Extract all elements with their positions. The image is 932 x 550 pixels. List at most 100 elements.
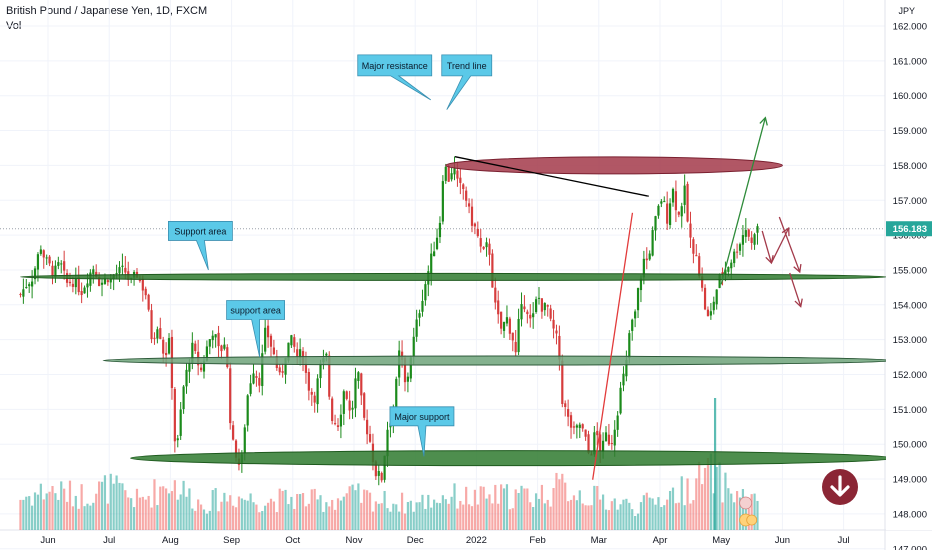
- candle: [430, 253, 433, 274]
- callout-bubble: [226, 300, 285, 358]
- volume-bar: [287, 504, 290, 530]
- mid-support-zone[interactable]: [102, 355, 894, 366]
- bullish-projection-arrow[interactable]: [720, 117, 766, 285]
- volume-bar: [730, 493, 733, 530]
- candle: [459, 177, 462, 183]
- volume-bar: [191, 508, 194, 530]
- events-markers[interactable]: [739, 496, 758, 527]
- candle: [345, 391, 348, 399]
- annotation-callout[interactable]: support area: [226, 300, 285, 358]
- candle: [523, 306, 526, 310]
- volume-bar: [549, 506, 552, 530]
- candles: [19, 156, 759, 486]
- volume-bar: [351, 484, 354, 530]
- candle: [316, 378, 319, 405]
- candle: [232, 425, 235, 440]
- candle: [424, 284, 427, 301]
- volume-bar: [421, 494, 424, 530]
- volume-bar: [695, 478, 698, 530]
- pullback-arrow[interactable]: [761, 230, 773, 264]
- candle: [179, 409, 182, 436]
- arrow-down-icon: [830, 475, 850, 497]
- candle: [593, 432, 596, 455]
- volume-bar: [243, 499, 246, 530]
- volume-bar: [226, 501, 229, 530]
- volume-bar: [537, 498, 541, 530]
- sell-button[interactable]: [822, 469, 858, 505]
- candle: [447, 166, 450, 182]
- volume-bar: [366, 490, 369, 530]
- candle: [366, 419, 369, 435]
- volume-bar: [229, 495, 232, 530]
- volume-bar: [275, 512, 278, 530]
- volume-bar: [706, 457, 710, 530]
- candle: [511, 332, 514, 341]
- volume-bar: [540, 484, 544, 530]
- candle: [54, 265, 57, 277]
- volume-bar: [173, 480, 176, 530]
- volume-bar: [741, 489, 745, 530]
- candle: [92, 269, 95, 274]
- volume-bar: [86, 503, 89, 530]
- volume-bar: [83, 506, 86, 530]
- candle: [243, 427, 246, 453]
- volume-bar: [488, 494, 491, 530]
- volume-bar: [363, 489, 366, 530]
- time-axis: Jun Jul Aug Sep Oct Nov Dec 2022 Feb Mar Apr May Jun…: [40, 535, 849, 546]
- candle: [165, 352, 168, 356]
- annotation-callout[interactable]: Support area: [168, 221, 233, 271]
- overlay: [739, 469, 858, 527]
- volume-bar: [118, 482, 121, 530]
- volume-bar: [467, 504, 471, 530]
- annotation-callout[interactable]: Major resistance: [357, 54, 433, 101]
- candle: [383, 455, 386, 480]
- annotation-callout[interactable]: Trend line: [441, 54, 493, 110]
- rising-trend-line[interactable]: [592, 212, 634, 480]
- volume-bar: [135, 488, 139, 530]
- trend-line[interactable]: [454, 156, 648, 197]
- candle: [532, 313, 535, 318]
- time-tick-label: Oct: [285, 535, 300, 546]
- support-zone[interactable]: [19, 272, 887, 281]
- volume-bar: [319, 495, 322, 530]
- time-tick-label: Dec: [407, 535, 424, 546]
- candle: [234, 440, 238, 458]
- volume-bar: [601, 494, 605, 530]
- major-support-zone[interactable]: [130, 450, 894, 467]
- callout-bubble: [168, 221, 233, 271]
- candle: [488, 243, 491, 255]
- volume-bar: [465, 486, 468, 530]
- candle: [103, 277, 107, 284]
- candle: [645, 258, 648, 261]
- volume-bar: [686, 478, 689, 530]
- volume-bar: [657, 497, 660, 530]
- candle: [348, 400, 351, 411]
- volume-bar: [112, 483, 115, 530]
- candle: [194, 343, 197, 351]
- volume-bar: [636, 513, 640, 530]
- volume-bar: [572, 495, 576, 530]
- volume-bar: [211, 490, 214, 530]
- candle: [753, 234, 756, 245]
- candle: [695, 255, 698, 257]
- volume-bar: [252, 502, 255, 530]
- volume-bar: [689, 503, 692, 530]
- breakdown-continuation-arrow[interactable]: [789, 272, 802, 307]
- volume-bar: [100, 481, 104, 530]
- volume-bar: [345, 493, 348, 530]
- breakdown-arrow[interactable]: [778, 216, 801, 273]
- candle: [709, 311, 712, 316]
- candle: [281, 371, 284, 373]
- candle: [115, 272, 118, 274]
- volume-bar: [398, 511, 401, 530]
- volume-bar: [261, 511, 264, 530]
- candle: [48, 256, 51, 264]
- major-resistance-zone[interactable]: [445, 156, 783, 175]
- annotation-callout[interactable]: Major support: [389, 406, 455, 457]
- candle: [25, 287, 28, 289]
- volume-bar: [336, 498, 340, 530]
- volume-bar: [616, 509, 619, 530]
- volume-bar: [278, 488, 281, 530]
- volume-bar: [409, 500, 412, 530]
